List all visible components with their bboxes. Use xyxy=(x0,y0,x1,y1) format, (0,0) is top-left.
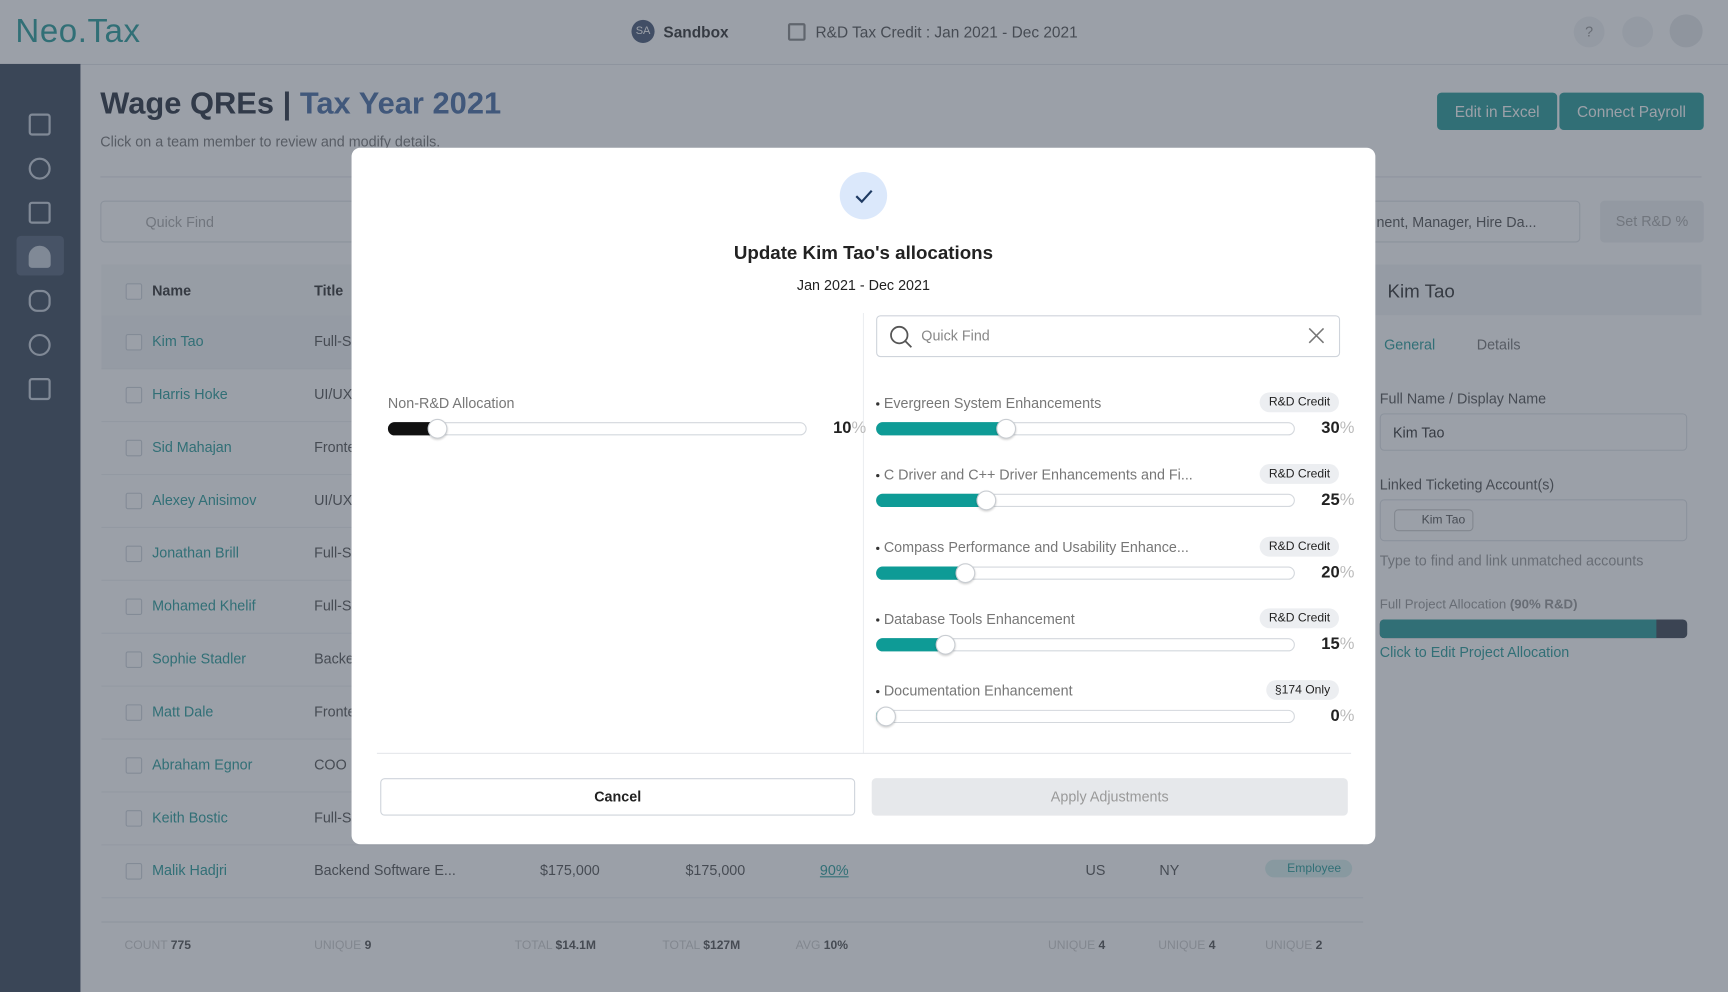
slider-value: 25% xyxy=(1299,491,1354,510)
project-label: C Driver and C++ Driver Enhancements and… xyxy=(876,466,1193,484)
value-number: 0 xyxy=(1330,706,1340,726)
slider-value: 30% xyxy=(1299,419,1354,438)
bullet xyxy=(876,546,880,550)
project-label: Compass Performance and Usability Enhanc… xyxy=(876,538,1189,556)
search-icon xyxy=(904,340,913,348)
slider-label: Non-R&D Allocation xyxy=(387,394,515,412)
value-unit: % xyxy=(1339,490,1355,510)
value-unit: % xyxy=(1339,418,1355,438)
project-name: Compass Performance and Usability Enhanc… xyxy=(883,538,1189,556)
check-path xyxy=(855,189,873,204)
slider-knob[interactable] xyxy=(935,634,956,655)
project-name: Evergreen System Enhancements xyxy=(883,394,1102,412)
value-unit: % xyxy=(1339,706,1355,726)
slider-knob[interactable] xyxy=(975,490,996,511)
bullet xyxy=(876,618,880,622)
project-name: C Driver and C++ Driver Enhancements and… xyxy=(883,466,1193,484)
bullet xyxy=(876,690,880,694)
slider-fill xyxy=(387,422,438,436)
bullet xyxy=(876,402,880,406)
slider-value: 15% xyxy=(1299,635,1354,654)
check-svg xyxy=(855,189,873,204)
project-tag: §174 Only xyxy=(1266,680,1339,701)
clear-icon[interactable] xyxy=(1308,327,1325,344)
project-label: Evergreen System Enhancements xyxy=(876,394,1102,412)
value-number: 15 xyxy=(1321,634,1340,654)
slider-track[interactable] xyxy=(387,422,807,436)
slider-track[interactable] xyxy=(876,710,1295,724)
slider-value: 10% xyxy=(811,419,866,438)
cancel-button[interactable]: Cancel xyxy=(380,778,856,816)
slider-value: 20% xyxy=(1299,563,1354,582)
value-unit: % xyxy=(1339,562,1355,582)
slider-knob[interactable] xyxy=(427,418,448,439)
project-tag: R&D Credit xyxy=(1260,536,1339,557)
value-number: 25 xyxy=(1321,490,1340,510)
bullet xyxy=(876,474,880,478)
slider-knob[interactable] xyxy=(955,562,976,583)
search-placeholder: Quick Find xyxy=(921,327,990,344)
value-unit: % xyxy=(1339,634,1355,654)
slider-fill xyxy=(876,422,1006,436)
modal-title: Update Kim Tao's allocations xyxy=(733,242,994,264)
search-icon xyxy=(890,325,909,345)
project-label: Database Tools Enhancement xyxy=(876,610,1075,628)
slider-knob[interactable] xyxy=(995,418,1016,439)
project-name: Documentation Enhancement xyxy=(883,682,1073,700)
modal: Update Kim Tao's allocations Jan 2021 - … xyxy=(351,147,1376,845)
slider-fill xyxy=(876,494,986,508)
column-divider xyxy=(862,313,864,754)
value-number: 30 xyxy=(1321,418,1340,438)
project-label: Documentation Enhancement xyxy=(876,682,1073,700)
value-number: 20 xyxy=(1321,562,1340,582)
slider-fill xyxy=(876,638,946,652)
project-tag: R&D Credit xyxy=(1260,464,1339,485)
project-tag: R&D Credit xyxy=(1260,608,1339,629)
footer-divider xyxy=(376,752,1352,754)
value-unit: % xyxy=(851,418,867,438)
value-number: 10 xyxy=(833,418,852,438)
slider-value: 0% xyxy=(1299,706,1355,726)
modal-search[interactable]: Quick Find xyxy=(876,315,1341,358)
apply-button[interactable]: Apply Adjustments xyxy=(871,778,1348,816)
modal-period: Jan 2021 - Dec 2021 xyxy=(796,276,930,294)
check-icon xyxy=(839,171,888,220)
project-name: Database Tools Enhancement xyxy=(883,610,1075,628)
slider-knob[interactable] xyxy=(876,706,896,727)
project-tag: R&D Credit xyxy=(1260,392,1339,413)
slider-fill xyxy=(876,566,966,580)
search-icons xyxy=(890,325,1325,348)
